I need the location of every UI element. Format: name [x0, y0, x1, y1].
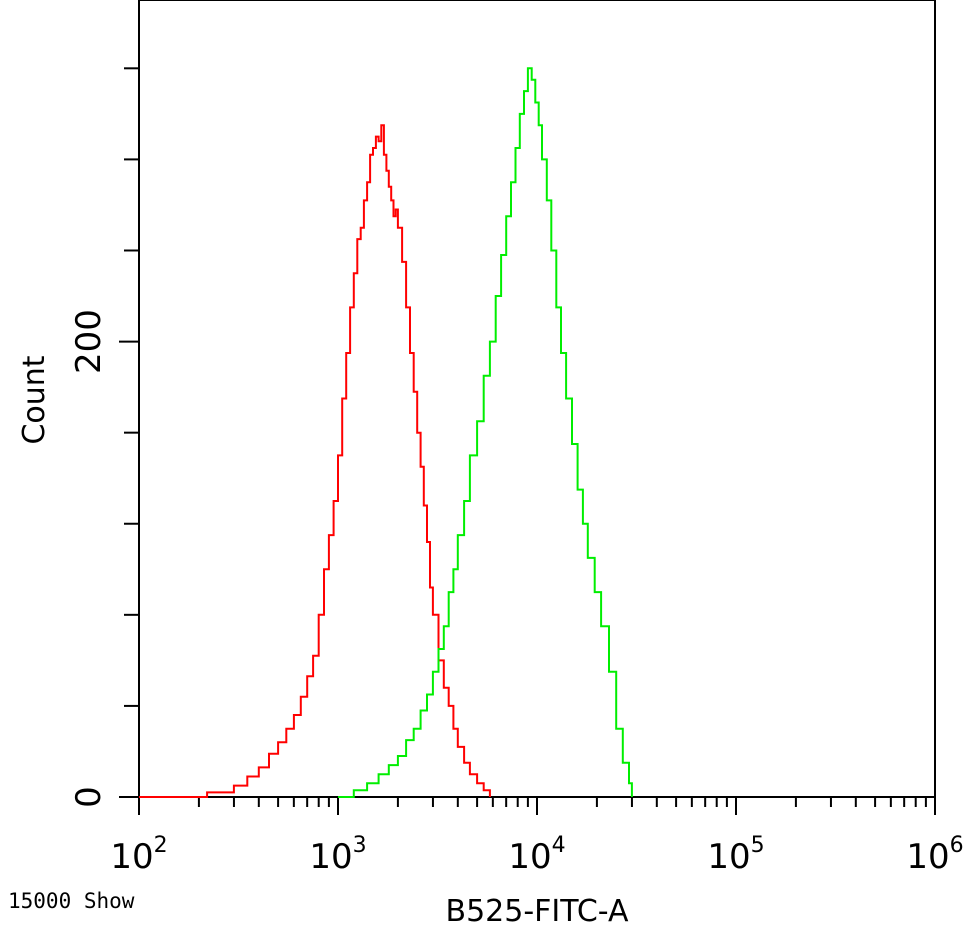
x-tick-base: 10	[707, 837, 750, 877]
y-axis-label: Count	[17, 355, 52, 444]
x-tick-base: 10	[110, 837, 153, 877]
y-tick-label: 200	[69, 309, 109, 374]
x-axis-label: B525-FITC-A	[446, 894, 629, 927]
x-tick-exponent: 6	[950, 833, 963, 858]
x-tick-base: 10	[309, 837, 352, 877]
plot-frame	[138, 0, 936, 798]
histogram-series-1	[139, 124, 491, 798]
x-tick-label: 105	[707, 833, 764, 877]
x-tick-exponent: 4	[552, 833, 566, 858]
events-shown-note: 15000 Show	[8, 889, 135, 913]
series-layer	[139, 67, 633, 798]
x-tick-exponent: 2	[154, 833, 168, 858]
x-tick-label: 102	[110, 833, 167, 877]
x-tick-label: 103	[309, 833, 366, 877]
histogram-series-2	[338, 67, 633, 798]
x-tick-base: 10	[906, 837, 949, 877]
x-tick-label: 104	[508, 833, 565, 877]
x-tick-exponent: 5	[751, 833, 765, 858]
x-tick-label: 106	[906, 833, 963, 877]
y-tick-label: 0	[69, 786, 109, 808]
x-axis-ticks: 102 103 104 105 106	[110, 797, 963, 877]
y-axis-ticks: 0 200	[69, 67, 139, 808]
x-tick-exponent: 3	[353, 833, 367, 858]
x-tick-base: 10	[508, 837, 551, 877]
